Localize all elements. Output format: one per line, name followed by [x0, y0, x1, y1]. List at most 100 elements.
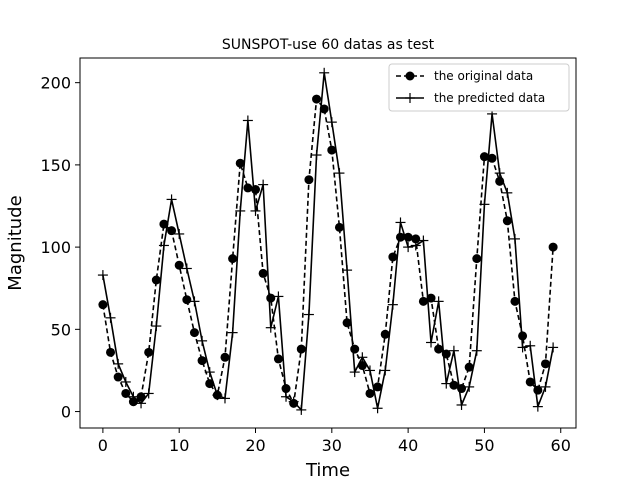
data-point-original [296, 344, 306, 354]
data-point-original [266, 293, 276, 303]
data-point-original [548, 242, 558, 252]
legend-box [388, 63, 570, 112]
data-point-predicted [540, 381, 551, 392]
data-point-original [167, 226, 177, 236]
data-point-predicted [380, 365, 391, 376]
data-point-predicted [120, 376, 131, 387]
data-point-original [258, 268, 268, 278]
data-point-predicted [265, 322, 276, 333]
data-point-predicted [456, 399, 467, 410]
data-point-predicted [189, 296, 200, 307]
data-point-predicted [502, 187, 513, 198]
plot-frame [79, 57, 577, 429]
series-line-original [102, 97, 554, 406]
series-line-predicted [102, 72, 554, 412]
x-tick-label: 30 [322, 436, 342, 455]
data-point-original [525, 377, 535, 387]
data-point-predicted [494, 168, 505, 179]
data-point-predicted [517, 342, 528, 353]
data-point-predicted [181, 263, 192, 274]
data-point-predicted [113, 358, 124, 369]
data-point-predicted [479, 199, 490, 210]
y-tick-label: 0 [61, 403, 71, 422]
data-point-predicted [525, 340, 536, 351]
data-point-predicted [219, 393, 230, 404]
data-point-original [174, 260, 184, 270]
data-point-predicted [250, 205, 261, 216]
data-point-original [144, 347, 154, 357]
data-point-original [365, 388, 375, 398]
data-point-predicted [471, 345, 482, 356]
data-point-original [251, 185, 261, 195]
x-tick-label: 10 [169, 436, 189, 455]
legend-label-predicted: the predicted data [434, 91, 545, 105]
chart-title: SUNSPOT-use 60 datas as test [222, 37, 435, 53]
data-point-original [334, 222, 344, 232]
data-point-original [380, 329, 390, 339]
data-point-original [304, 175, 314, 185]
data-point-original [159, 219, 169, 229]
data-point-predicted [227, 327, 238, 338]
legend: the original data the predicted data [388, 63, 570, 112]
data-point-original [434, 344, 444, 354]
data-point-predicted [509, 233, 520, 244]
y-axis-title: Magnitude [5, 195, 26, 290]
data-point-original [502, 216, 512, 226]
data-point-predicted [387, 299, 398, 310]
data-point-predicted [311, 150, 322, 161]
data-point-predicted [242, 115, 253, 126]
data-point-predicted [326, 117, 337, 128]
data-point-original [373, 382, 383, 392]
data-point-original [487, 153, 497, 163]
data-point-original [121, 388, 131, 398]
data-point-original [388, 252, 398, 262]
y-tick-label: 50 [51, 320, 71, 339]
data-point-original [350, 344, 360, 354]
data-point-predicted [235, 205, 246, 216]
data-point-original [411, 234, 421, 244]
y-tick-label: 100 [40, 238, 71, 257]
x-tick-label: 60 [551, 436, 571, 455]
data-point-predicted [105, 312, 116, 323]
axes-layer: 0 10 20 30 40 50 60 0 50 100 150 200 [40, 74, 570, 455]
data-point-original [479, 152, 489, 162]
x-tick-label: 0 [98, 436, 108, 455]
data-point-predicted [288, 396, 299, 407]
data-point-original [319, 104, 329, 114]
data-point-predicted [258, 179, 269, 190]
data-point-original [312, 94, 322, 104]
data-point-predicted [303, 309, 314, 320]
data-point-original [449, 380, 459, 390]
data-point-predicted [532, 401, 543, 412]
data-point-original [426, 293, 436, 303]
data-point-original [197, 356, 207, 366]
data-point-predicted [464, 381, 475, 392]
data-point-original [220, 352, 230, 362]
data-point-predicted [403, 242, 414, 253]
data-point-predicted [364, 365, 375, 376]
data-point-predicted [136, 398, 147, 409]
data-point-predicted [334, 168, 345, 179]
data-point-predicted [418, 235, 429, 246]
data-point-predicted [426, 337, 437, 348]
data-point-predicted [212, 390, 223, 401]
data-point-original [235, 158, 245, 168]
data-point-original [510, 296, 520, 306]
data-point-original [342, 318, 352, 328]
x-tick-label: 40 [398, 436, 418, 455]
data-point-predicted [357, 352, 368, 363]
data-point-original [540, 359, 550, 369]
data-point-predicted [410, 240, 421, 251]
data-point-original [151, 275, 161, 285]
data-point-predicted [158, 240, 169, 251]
data-point-predicted [97, 270, 108, 281]
data-point-original [243, 183, 253, 193]
data-point-predicted [448, 345, 459, 356]
data-point-original [228, 254, 238, 264]
data-point-predicted [143, 388, 154, 399]
data-point-original [189, 328, 199, 338]
data-point-predicted [151, 321, 162, 332]
data-point-original [106, 347, 116, 357]
